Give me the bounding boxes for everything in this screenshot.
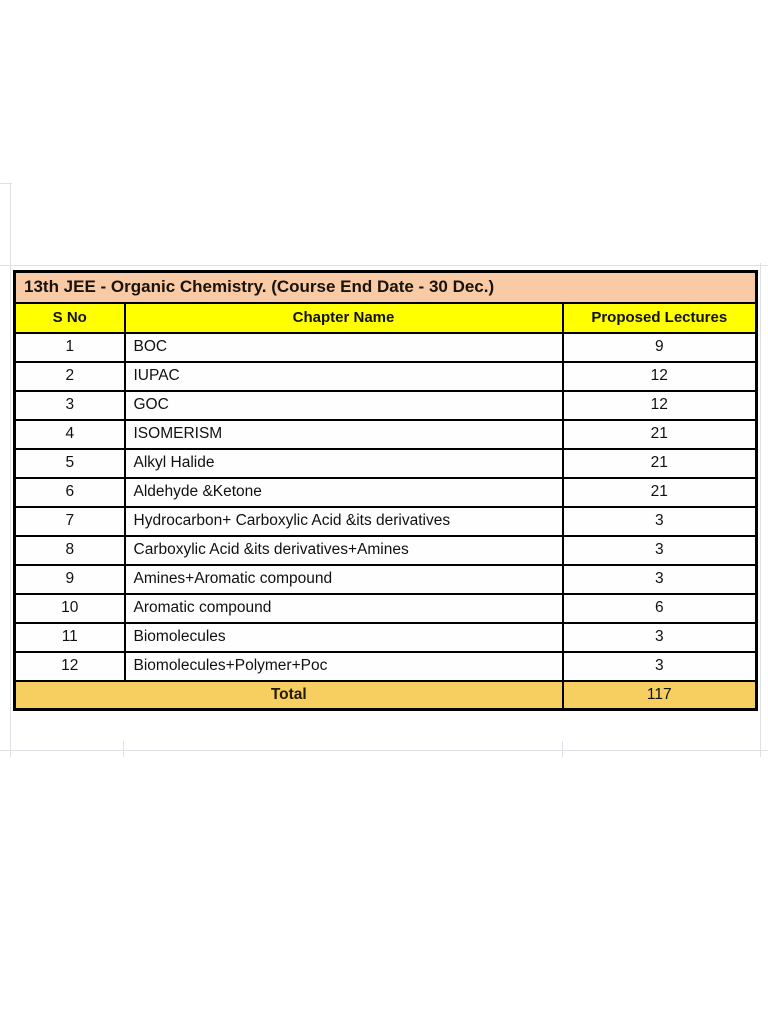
s-no-cell: 4 [13, 418, 126, 450]
chapter-cell: IUPAC [123, 360, 564, 392]
lectures-cell: 3 [561, 563, 758, 595]
chapter-cell: Hydrocarbon+ Carboxylic Acid &its deriva… [123, 505, 564, 537]
table-title: 13th JEE - Organic Chemistry. (Course En… [13, 270, 758, 304]
gridline [0, 750, 768, 751]
lectures-cell: 6 [561, 592, 758, 624]
lectures-cell: 9 [561, 331, 758, 363]
column-header-s-no: S No [13, 301, 126, 334]
lectures-cell: 3 [561, 505, 758, 537]
s-no-cell: 7 [13, 505, 126, 537]
table-row: 7 Hydrocarbon+ Carboxylic Acid &its deri… [13, 505, 758, 537]
column-header-chapter-name: Chapter Name [123, 301, 564, 334]
s-no-cell: 2 [13, 360, 126, 392]
table-row: 11 Biomolecules 3 [13, 621, 758, 653]
s-no-cell: 1 [13, 331, 126, 363]
lecture-schedule-table: 13th JEE - Organic Chemistry. (Course En… [13, 270, 759, 711]
total-label-cell: Total [13, 679, 564, 711]
chapter-cell: Biomolecules [123, 621, 564, 653]
s-no-cell: 5 [13, 447, 126, 479]
lectures-cell: 12 [561, 360, 758, 392]
table-row: 2 IUPAC 12 [13, 360, 758, 392]
table-row: 6 Aldehyde &Ketone 21 [13, 476, 758, 508]
s-no-cell: 12 [13, 650, 126, 682]
lectures-cell: 3 [561, 621, 758, 653]
lectures-cell: 21 [561, 476, 758, 508]
table-row: 1 BOC 9 [13, 331, 758, 363]
column-header-proposed-lectures: Proposed Lectures [561, 301, 758, 334]
table-header-row: S No Chapter Name Proposed Lectures [13, 301, 758, 334]
chapter-cell: Aldehyde &Ketone [123, 476, 564, 508]
chapter-cell: Amines+Aromatic compound [123, 563, 564, 595]
s-no-cell: 10 [13, 592, 126, 624]
gridline [0, 183, 12, 184]
table-row: 3 GOC 12 [13, 389, 758, 421]
chapter-cell: Alkyl Halide [123, 447, 564, 479]
table-row: 4 ISOMERISM 21 [13, 418, 758, 450]
lectures-cell: 21 [561, 418, 758, 450]
s-no-cell: 8 [13, 534, 126, 566]
s-no-cell: 11 [13, 621, 126, 653]
chapter-cell: BOC [123, 331, 564, 363]
chapter-cell: Carboxylic Acid &its derivatives+Amines [123, 534, 564, 566]
chapter-cell: GOC [123, 389, 564, 421]
table-row: 9 Amines+Aromatic compound 3 [13, 563, 758, 595]
s-no-cell: 6 [13, 476, 126, 508]
s-no-cell: 3 [13, 389, 126, 421]
table-row: 12 Biomolecules+Polymer+Poc 3 [13, 650, 758, 682]
table-total-row: Total 117 [13, 679, 758, 711]
gridline [10, 183, 11, 757]
table-row: 10 Aromatic compound 6 [13, 592, 758, 624]
chapter-cell: ISOMERISM [123, 418, 564, 450]
lectures-cell: 12 [561, 389, 758, 421]
gridline [123, 741, 124, 757]
chapter-cell: Biomolecules+Polymer+Poc [123, 650, 564, 682]
table-row: 5 Alkyl Halide 21 [13, 447, 758, 479]
lectures-cell: 3 [561, 534, 758, 566]
gridline [760, 263, 761, 757]
lectures-cell: 3 [561, 650, 758, 682]
s-no-cell: 9 [13, 563, 126, 595]
table-title-row: 13th JEE - Organic Chemistry. (Course En… [13, 270, 758, 304]
total-value-cell: 117 [561, 679, 758, 711]
gridline [562, 741, 563, 757]
gridline [0, 265, 768, 266]
lectures-cell: 21 [561, 447, 758, 479]
table-row: 8 Carboxylic Acid &its derivatives+Amine… [13, 534, 758, 566]
chapter-cell: Aromatic compound [123, 592, 564, 624]
